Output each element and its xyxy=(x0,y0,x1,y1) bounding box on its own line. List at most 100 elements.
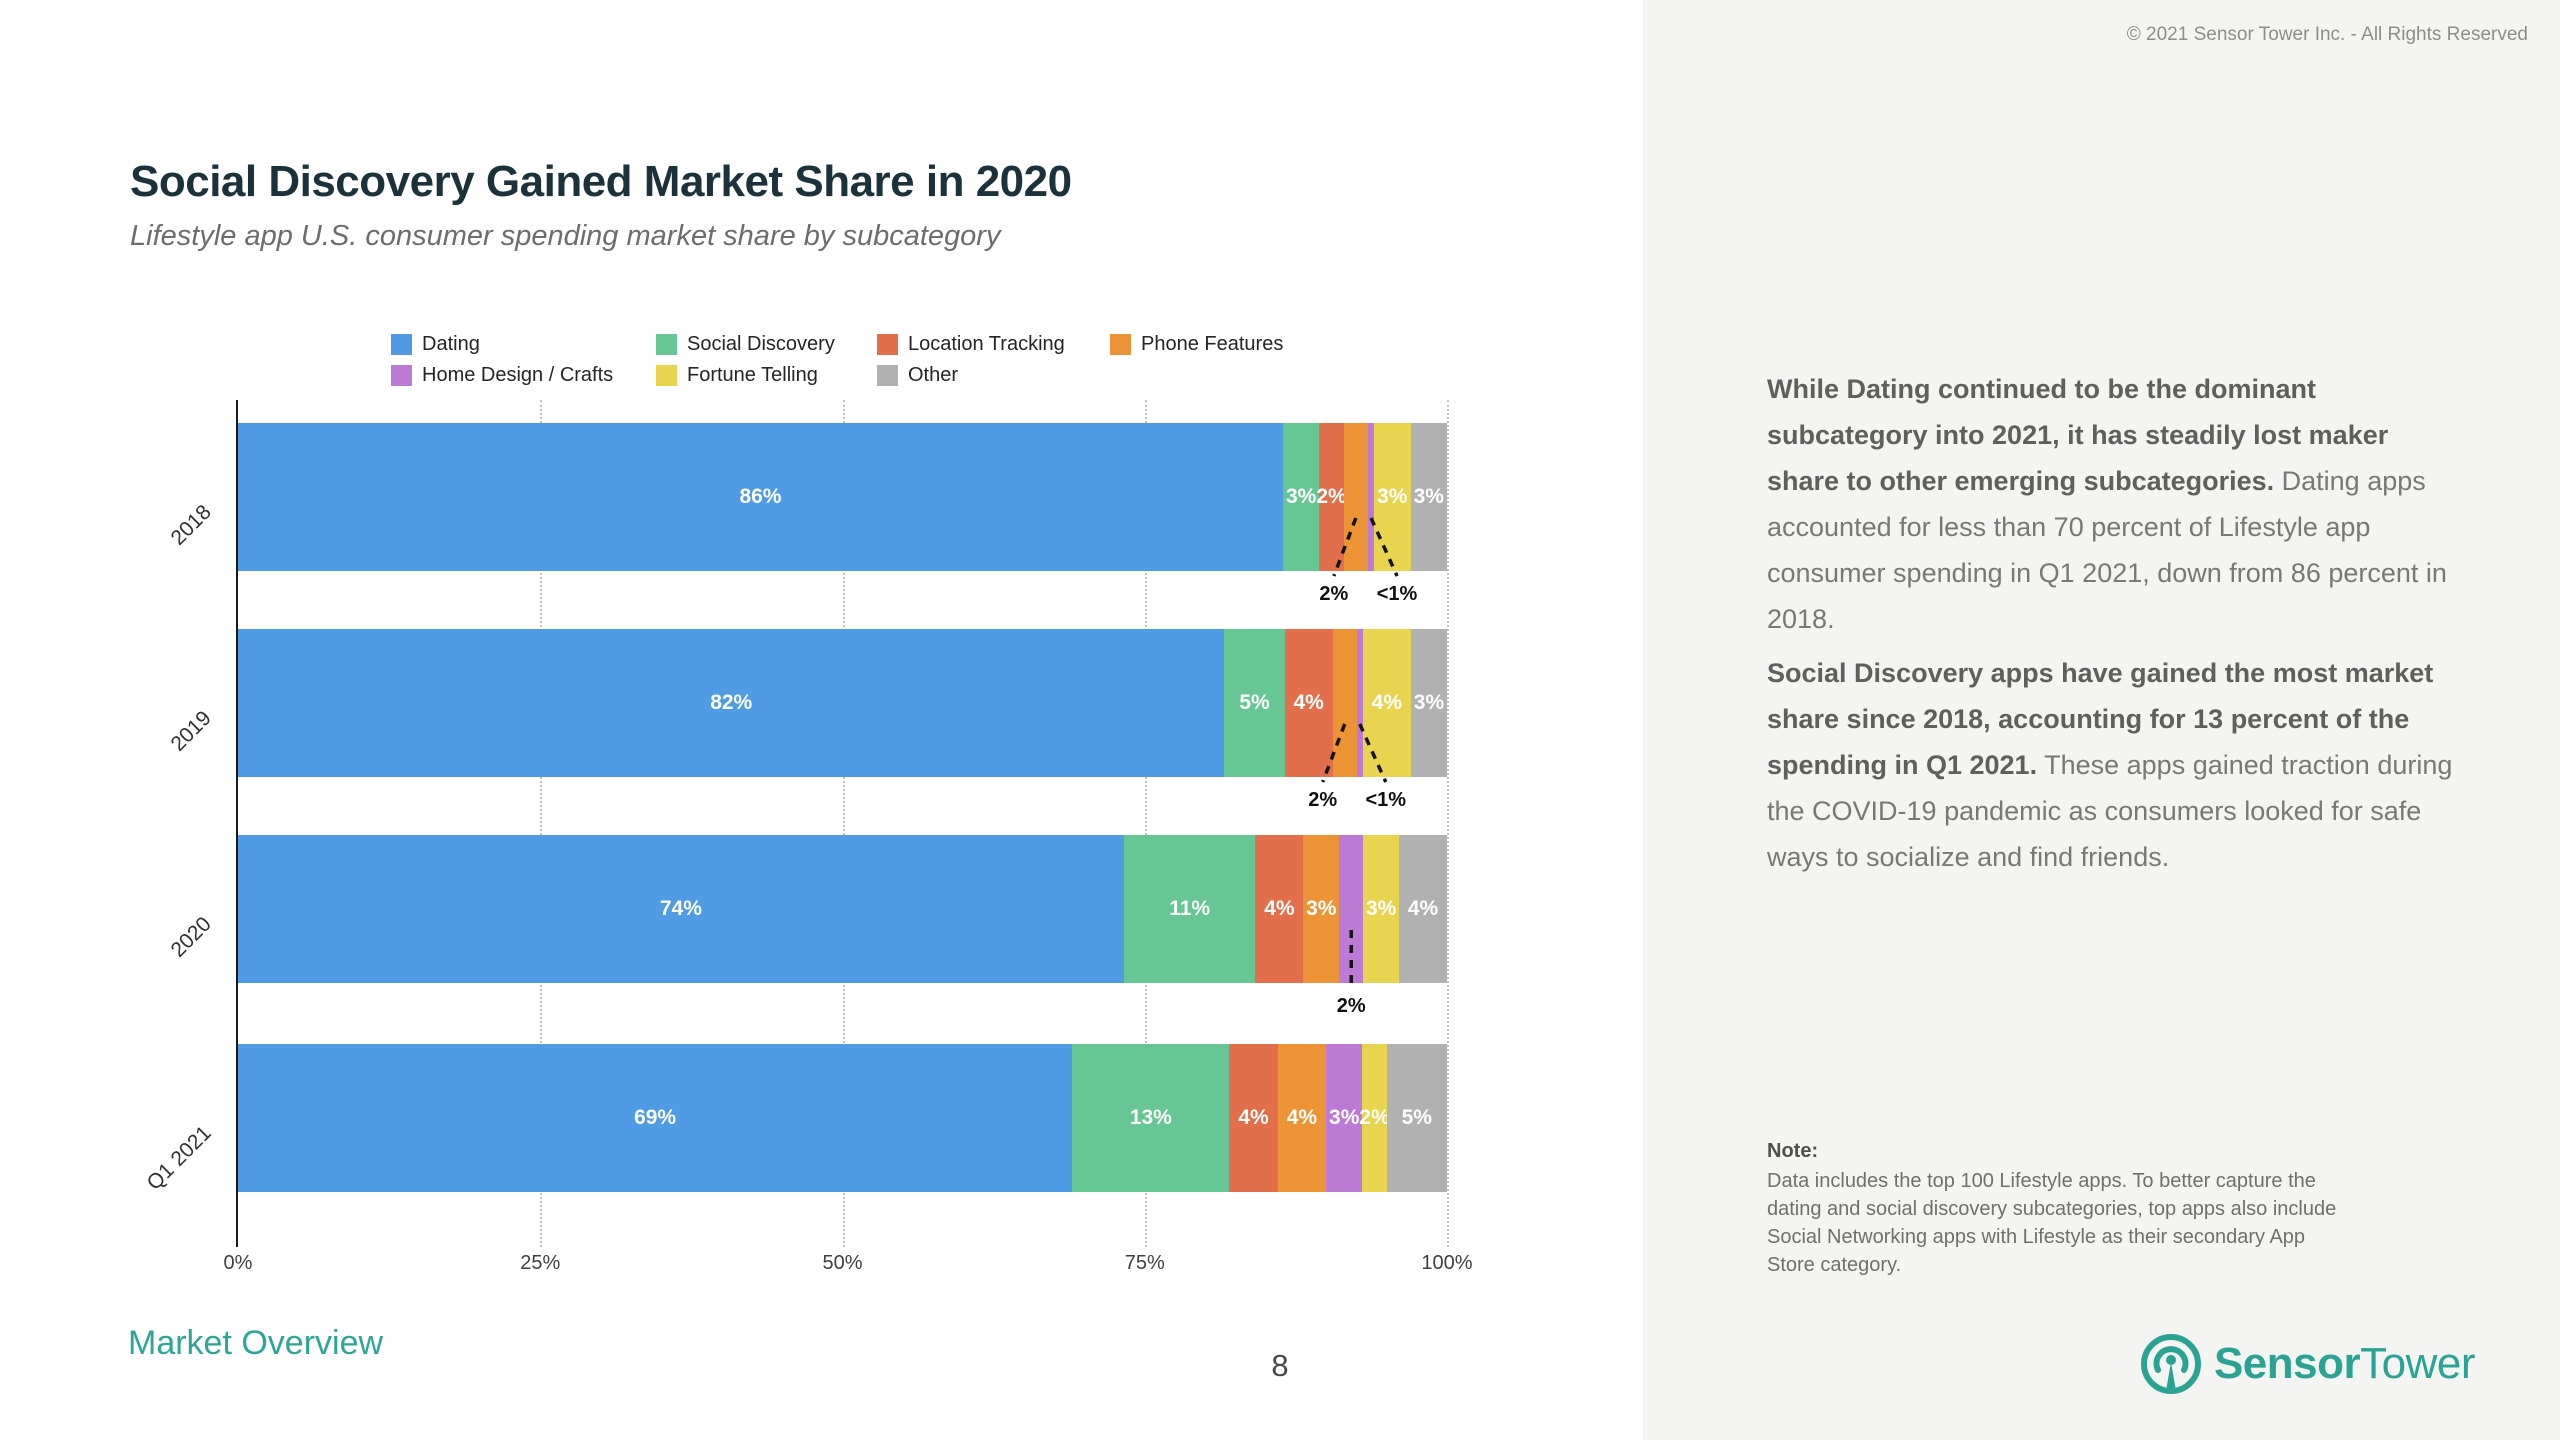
segment-location-tracking: 4% xyxy=(1229,1044,1278,1192)
segment-phone-features: 4% xyxy=(1277,1044,1327,1192)
segment-location-tracking: 4% xyxy=(1284,629,1333,777)
callout-lines xyxy=(1321,517,1399,988)
paragraph-1-rest: Dating apps accounted for less than 70 p… xyxy=(1767,466,2447,634)
callout-label-2019-phone-features: 2% xyxy=(1308,789,1338,811)
paragraph-2: Social Discovery apps have gained the mo… xyxy=(1767,650,2467,880)
segment-other: 5% xyxy=(1386,1044,1447,1192)
y-category-label-q1-2021: Q1 2021 xyxy=(142,1121,216,1195)
segment-value-label: 4% xyxy=(1286,1106,1318,1129)
segment-social-discovery: 5% xyxy=(1224,629,1285,777)
page-title: Social Discovery Gained Market Share in … xyxy=(130,157,1072,207)
segment-value-label: 5% xyxy=(1401,1106,1432,1129)
note-title: Note: xyxy=(1767,1140,1819,1162)
segment-fortune-telling: 3% xyxy=(1363,835,1400,983)
segment-fortune-telling: 2% xyxy=(1359,1044,1390,1192)
x-tick-100%: 100% xyxy=(1421,1252,1473,1274)
paragraph-2-rest: These apps gained traction during the CO… xyxy=(1767,750,2453,872)
gridline-25% xyxy=(540,400,543,1247)
legend-item-dating: Dating xyxy=(391,333,656,356)
segment-location-tracking: 4% xyxy=(1255,835,1304,983)
segment-value-label: 3% xyxy=(1306,897,1337,920)
segment-phone-features xyxy=(1343,423,1368,571)
bar-row-2020: 74% 11% 4% 3% 3% 4% 2020 xyxy=(166,835,1447,983)
paragraph-1: While Dating continued to be the dominan… xyxy=(1767,366,2467,642)
segment-dating: 69% xyxy=(238,1044,1073,1192)
segment-phone-features: 3% xyxy=(1303,835,1340,983)
y-axis-line xyxy=(236,400,238,1247)
paragraph-2-bold: Social Discovery apps have gained the mo… xyxy=(1767,658,2434,780)
segment-value-label: 3% xyxy=(1413,485,1444,508)
segment-value-label: 86% xyxy=(739,485,782,508)
segment-value-label: 3% xyxy=(1413,691,1445,714)
legend-label: Home Design / Crafts xyxy=(422,364,614,386)
legend-swatch xyxy=(656,334,677,355)
callout-label-2019-home-design-crafts: <1% xyxy=(1365,789,1407,811)
segment-value-label: 4% xyxy=(1264,897,1295,920)
segment-value-label: 82% xyxy=(710,691,753,714)
bar-row-2018: 86% 3% 2% 3% 3% 2018 xyxy=(166,423,1447,571)
segment-value-label: 3% xyxy=(1285,485,1317,508)
legend-swatch xyxy=(877,334,898,355)
x-tick-0%: 0% xyxy=(223,1252,253,1274)
legend-item-social-discovery: Social Discovery xyxy=(656,333,877,356)
callout-label-2020-home-design-crafts: 2% xyxy=(1336,995,1366,1017)
x-tick-75%: 75% xyxy=(1124,1252,1165,1274)
plot-area: 0% 25% 50% 75% 100% 86% 3% 2% 3% 3% 2018 82% 5% 4% 4% 3… xyxy=(143,400,1473,1274)
legend-swatch xyxy=(656,365,677,386)
segment-value-label: 4% xyxy=(1293,691,1324,714)
sensor-tower-icon xyxy=(2140,1334,2201,1394)
legend-label: Dating xyxy=(422,333,480,355)
segment-home-design-crafts xyxy=(1356,629,1363,777)
legend-item-home-design-crafts: Home Design / Crafts xyxy=(391,364,656,387)
legend-swatch xyxy=(391,334,412,355)
segment-value-label: 4% xyxy=(1238,1106,1269,1129)
legend-label: Phone Features xyxy=(1141,333,1284,355)
segment-value-label: 11% xyxy=(1169,897,1211,920)
legend-label: Location Tracking xyxy=(908,333,1065,355)
x-tick-25%: 25% xyxy=(520,1252,561,1274)
segment-other: 3% xyxy=(1410,629,1447,777)
legend-item-phone-features: Phone Features xyxy=(1110,333,1360,356)
segment-value-label: 4% xyxy=(1371,691,1403,714)
y-category-label-2019: 2019 xyxy=(166,706,216,756)
bar-row-q1-2021: 69% 13% 4% 4% 3% 2% 5% Q1 2021 xyxy=(143,1044,1447,1195)
bar-row-2019: 82% 5% 4% 4% 3% 2019 xyxy=(166,629,1447,777)
copyright-text: © 2021 Sensor Tower Inc. - All Rights Re… xyxy=(2126,24,2528,45)
legend-item-fortune-telling: Fortune Telling xyxy=(656,364,877,387)
segment-value-label: 74% xyxy=(659,897,702,920)
callout-label-2018-home-design-crafts: <1% xyxy=(1376,583,1418,605)
legend-label: Social Discovery xyxy=(687,333,835,355)
segment-social-discovery: 13% xyxy=(1072,1044,1230,1192)
y-category-label-2020: 2020 xyxy=(166,912,216,962)
segment-dating: 82% xyxy=(238,629,1225,777)
legend-item-other: Other xyxy=(877,364,1110,387)
segment-value-label: 2% xyxy=(1316,485,1347,508)
segment-value-label: 3% xyxy=(1365,897,1397,920)
segment-home-design-crafts: 3% xyxy=(1326,1044,1363,1192)
legend-label: Fortune Telling xyxy=(687,364,818,386)
segment-other: 3% xyxy=(1410,423,1447,571)
segment-value-label: 13% xyxy=(1129,1106,1172,1129)
note-block: Note: Data includes the top 100 Lifestyl… xyxy=(1767,1140,2347,1279)
page-subtitle: Lifestyle app U.S. consumer spending mar… xyxy=(130,220,1001,252)
paragraph-1-bold: While Dating continued to be the dominan… xyxy=(1767,374,2389,496)
segment-value-label: 4% xyxy=(1407,897,1439,920)
gridline-100% xyxy=(1447,400,1449,1247)
segment-social-discovery: 11% xyxy=(1123,835,1256,983)
sensor-tower-wordmark: SensorTower xyxy=(2213,1339,2476,1388)
segment-value-label: 3% xyxy=(1329,1106,1360,1129)
legend-item-location-tracking: Location Tracking xyxy=(877,333,1110,356)
segment-value-label: 3% xyxy=(1377,485,1408,508)
segment-fortune-telling: 3% xyxy=(1374,423,1411,571)
segment-location-tracking: 2% xyxy=(1316,423,1347,571)
segment-other: 4% xyxy=(1399,835,1447,983)
segment-social-discovery: 3% xyxy=(1282,423,1320,571)
segment-dating: 74% xyxy=(238,835,1124,983)
note-body: Data includes the top 100 Lifestyle apps… xyxy=(1767,1170,2337,1276)
legend-swatch xyxy=(877,365,898,386)
right-panel: © 2021 Sensor Tower Inc. - All Rights Re… xyxy=(1643,0,2560,1440)
segment-value-label: 69% xyxy=(634,1106,677,1129)
gridline-50% xyxy=(842,400,845,1247)
segment-value-label: 5% xyxy=(1239,691,1270,714)
